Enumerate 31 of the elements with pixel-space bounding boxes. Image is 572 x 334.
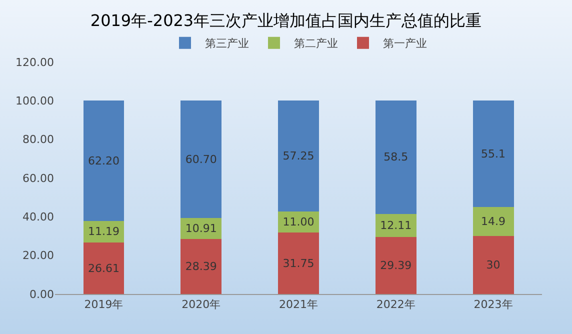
legend-label: 第三产业 <box>205 37 249 50</box>
y-tick-label: 40.00 <box>22 210 54 224</box>
data-label: 14.9 <box>481 215 506 228</box>
data-label: 57.25 <box>282 150 314 163</box>
data-label: 55.1 <box>481 147 506 160</box>
data-label: 29.39 <box>380 259 412 272</box>
data-label: 62.20 <box>88 154 120 168</box>
y-tick-label: 120.00 <box>16 56 54 69</box>
data-label: 12.11 <box>380 218 412 232</box>
y-tick-label: 20.00 <box>22 249 54 262</box>
y-tick-label: 60.00 <box>22 172 54 185</box>
data-label: 58.5 <box>384 150 408 164</box>
data-label: 31.75 <box>282 256 314 270</box>
legend-label: 第二产业 <box>294 37 338 50</box>
x-tick-label: 2023年 <box>474 298 513 312</box>
x-tick-label: 2020年 <box>182 298 221 312</box>
y-tick-label: 80.00 <box>22 133 54 146</box>
y-tick-label: 0.00 <box>30 288 54 301</box>
data-label: 60.70 <box>185 152 217 166</box>
data-label: 28.39 <box>185 260 217 274</box>
x-tick-label: 2021年 <box>279 298 318 312</box>
data-label: 10.91 <box>185 222 217 236</box>
legend-label: 第一产业 <box>383 37 427 50</box>
y-tick-label: 100.00 <box>16 94 54 108</box>
data-label: 30 <box>486 258 500 272</box>
data-label: 26.61 <box>88 262 120 275</box>
chart-title: 2019年-2023年三次产业增加值占国内生产总值的比重 <box>90 11 482 30</box>
x-tick-label: 2022年 <box>376 298 416 312</box>
data-label: 11.00 <box>282 215 314 228</box>
x-tick-label: 2019年 <box>84 298 124 312</box>
data-label: 11.19 <box>88 225 120 238</box>
